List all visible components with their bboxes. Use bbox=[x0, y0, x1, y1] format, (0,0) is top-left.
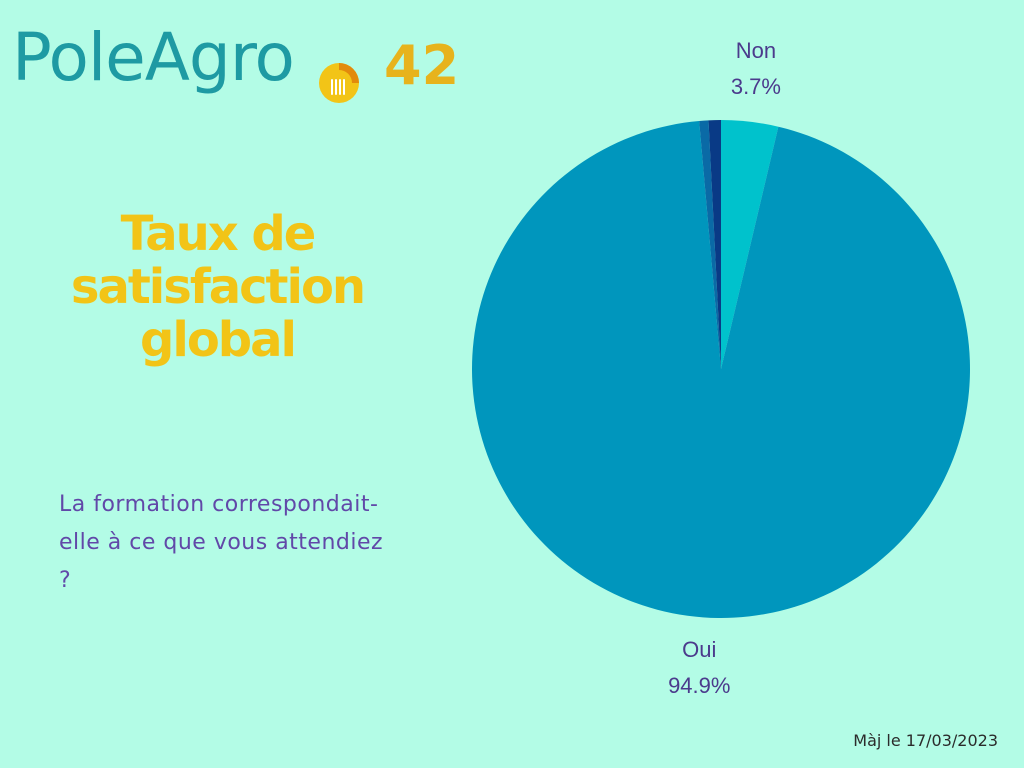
survey-question: La formation correspondait-elle à ce que… bbox=[59, 492, 384, 593]
slice-label-non: Non bbox=[736, 38, 776, 63]
update-date: Màj le 17/03/2023 bbox=[853, 731, 998, 750]
slice-label-oui: Oui bbox=[682, 637, 716, 662]
pie-slice-non bbox=[721, 120, 779, 369]
logo-number: 42 bbox=[384, 34, 460, 97]
pie-slice-minor-3 bbox=[708, 120, 721, 369]
pie-slice-minor-2 bbox=[699, 120, 721, 369]
slice-value-non: 3.7% bbox=[731, 74, 781, 99]
logo-brand-text: PoleAgro bbox=[12, 19, 295, 96]
logo: PoleAgro 42 bbox=[12, 18, 472, 113]
page-title: Taux de satisfaction global bbox=[70, 206, 366, 368]
pie-slice-oui bbox=[471, 120, 970, 618]
fork-sun-icon bbox=[319, 63, 359, 103]
slice-value-oui: 94.9% bbox=[668, 673, 730, 698]
